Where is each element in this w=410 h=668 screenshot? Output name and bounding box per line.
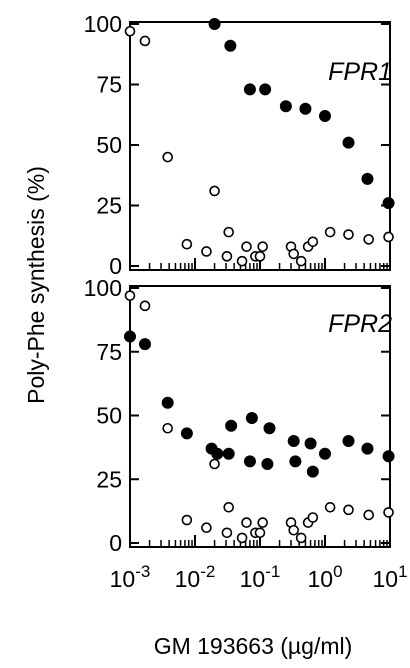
- point-filled: [361, 442, 374, 455]
- point-filled: [342, 435, 355, 447]
- point-filled: [382, 450, 395, 463]
- point-filled: [342, 136, 355, 149]
- point-filled: [208, 18, 221, 30]
- point-open: [162, 151, 173, 163]
- point-open: [324, 226, 336, 238]
- x-tick-label: 101: [372, 562, 407, 592]
- y-tick-label: 50: [96, 132, 122, 158]
- point-open: [139, 35, 151, 47]
- point-filled: [263, 422, 276, 435]
- point-open: [236, 255, 248, 267]
- y-tick-label: 100: [84, 11, 122, 37]
- y-tick-label: 0: [109, 530, 122, 556]
- point-filled: [279, 100, 292, 113]
- point-open: [307, 512, 319, 523]
- point-open: [295, 532, 307, 544]
- point-open: [254, 251, 266, 262]
- point-filled: [243, 455, 256, 468]
- point-open: [295, 255, 307, 267]
- point-filled: [245, 412, 258, 425]
- point-open: [139, 300, 151, 312]
- point-open: [383, 231, 394, 243]
- point-filled: [211, 447, 224, 460]
- point-open: [241, 517, 252, 528]
- point-filled: [304, 437, 317, 450]
- point-filled: [319, 447, 331, 460]
- y-tick-label: 75: [96, 339, 122, 365]
- x-tick-label: 10-2: [175, 562, 216, 592]
- y-tick-label: 0: [109, 253, 122, 279]
- point-open: [209, 185, 220, 197]
- point-filled: [124, 330, 136, 343]
- point-open: [221, 527, 233, 539]
- point-open: [288, 524, 300, 536]
- point-open: [343, 504, 354, 516]
- point-filled: [289, 455, 302, 468]
- point-open: [201, 246, 212, 257]
- panel-label-fpr1: FPR1: [328, 58, 392, 86]
- point-open: [201, 522, 212, 534]
- point-filled: [319, 109, 331, 122]
- point-filled: [222, 447, 235, 460]
- point-filled: [180, 427, 193, 440]
- point-filled: [224, 39, 237, 52]
- point-filled: [299, 102, 312, 115]
- point-filled: [225, 419, 238, 432]
- point-open: [343, 229, 354, 240]
- point-open: [181, 238, 193, 250]
- point-open: [363, 234, 374, 245]
- point-filled: [361, 172, 374, 185]
- point-open: [181, 514, 193, 526]
- point-open: [221, 251, 233, 262]
- x-tick-label: 10-1: [240, 562, 281, 592]
- point-open: [257, 241, 268, 252]
- point-open: [254, 527, 266, 539]
- point-filled: [287, 435, 300, 447]
- point-open: [124, 25, 136, 37]
- y-tick-label: 75: [96, 72, 122, 98]
- y-tick-label: 50: [96, 403, 122, 429]
- point-open: [162, 422, 173, 434]
- point-open: [324, 501, 336, 513]
- point-open: [241, 241, 252, 252]
- point-filled: [259, 83, 272, 96]
- point-filled: [161, 396, 174, 409]
- point-filled: [382, 197, 395, 210]
- point-open: [124, 290, 136, 301]
- point-filled: [138, 338, 151, 351]
- x-tick-label: 100: [307, 562, 342, 592]
- x-tick-label: 10-3: [110, 562, 151, 592]
- panel-fpr2: FPR2 0 25 50 75 100 10-3 10-2 10-1 100 101: [84, 275, 408, 592]
- point-open: [223, 501, 235, 513]
- point-filled: [261, 457, 274, 470]
- point-open: [363, 509, 374, 521]
- panel-fpr1: FPR1 0 25 50 75 100: [84, 11, 395, 279]
- panel-label-fpr2: FPR2: [328, 310, 392, 338]
- point-open: [209, 458, 220, 470]
- y-tick-label: 100: [84, 275, 122, 301]
- point-open: [383, 507, 394, 518]
- point-open: [307, 236, 319, 248]
- point-open: [257, 517, 268, 528]
- point-filled: [243, 83, 256, 96]
- y-axis-title: Poly-Phe synthesis (%): [23, 166, 49, 404]
- y-tick-label: 25: [96, 466, 122, 492]
- point-filled: [306, 465, 319, 478]
- point-open: [223, 226, 235, 238]
- x-axis-title: GM 193663 (µg/ml): [154, 633, 353, 659]
- y-tick-label: 25: [96, 193, 122, 219]
- point-open: [288, 248, 300, 260]
- point-open: [236, 532, 248, 544]
